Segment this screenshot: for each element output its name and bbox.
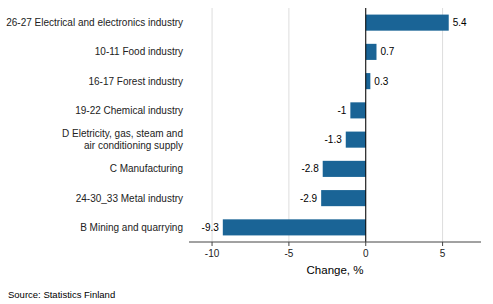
data-label: -1.3 (325, 134, 343, 145)
data-label: -2.8 (301, 163, 319, 174)
y-tick-label-line: air conditioning supply (84, 140, 183, 151)
y-tick-label-line: D Eletricity, gas, steam and (62, 128, 183, 139)
data-label: -2.9 (300, 193, 318, 204)
y-tick-label: 26-27 Electrical and electronics industr… (6, 17, 183, 28)
y-tick-label-line: 10-11 Food industry (95, 46, 183, 57)
bar (223, 219, 366, 235)
data-label: -9.3 (202, 222, 220, 233)
grid-line (212, 8, 213, 242)
source-note: Source: Statistics Finland (8, 289, 115, 300)
bars (223, 15, 449, 236)
grid-line (365, 8, 366, 242)
zero-line (365, 8, 366, 242)
y-tick-label: D Eletricity, gas, steam andair conditio… (62, 128, 183, 151)
data-label: -1 (337, 105, 346, 116)
x-axis-label: Change, % (307, 264, 364, 276)
bar (321, 190, 366, 206)
x-tick (442, 242, 443, 246)
x-tick-label: 0 (363, 248, 369, 259)
y-tick-label: 24-30_33 Metal industry (76, 193, 183, 204)
x-tick (288, 242, 289, 246)
y-tick-label: 10-11 Food industry (95, 46, 183, 57)
y-tick-label-line: 24-30_33 Metal industry (76, 193, 183, 204)
grid (212, 8, 443, 242)
data-label: 5.4 (453, 17, 467, 28)
y-tick-label-line: B Mining and quarrying (80, 222, 183, 233)
data-labels: -9.3 -2.9 -2.8 -1.3 -1 0.3 0.7 5.4 (202, 17, 467, 233)
bar (323, 161, 366, 177)
x-tick-label: -5 (284, 248, 293, 259)
y-tick-label-line: C Manufacturing (110, 163, 183, 174)
y-tick-label-line: 19-22 Chemical industry (75, 105, 183, 116)
data-label: 0.3 (374, 76, 388, 87)
bar (366, 15, 449, 31)
y-tick-label: B Mining and quarrying (80, 222, 183, 233)
x-tick-label: -10 (205, 248, 220, 259)
bar (350, 102, 365, 118)
data-label: 0.7 (380, 46, 394, 57)
bar (366, 44, 377, 60)
x-tick (365, 242, 366, 246)
y-tick-label: 19-22 Chemical industry (75, 105, 183, 116)
x-axis-line (189, 242, 481, 243)
y-tick-label-line: 16-17 Forest industry (89, 76, 184, 87)
y-tick-labels: B Mining and quarrying 24-30_33 Metal ind… (6, 17, 183, 233)
y-tick-label-line: 26-27 Electrical and electronics industr… (6, 17, 183, 28)
x-axis: -10 -5 0 5 (189, 242, 481, 259)
x-tick (212, 242, 213, 246)
y-tick-label: 16-17 Forest industry (89, 76, 184, 87)
y-tick-label: C Manufacturing (110, 163, 183, 174)
chart: B Mining and quarrying 24-30_33 Metal ind… (0, 0, 493, 304)
x-tick-label: 5 (440, 248, 446, 259)
bar (366, 73, 371, 89)
grid-line (288, 8, 289, 242)
grid-line (442, 8, 443, 242)
bar (346, 132, 366, 148)
